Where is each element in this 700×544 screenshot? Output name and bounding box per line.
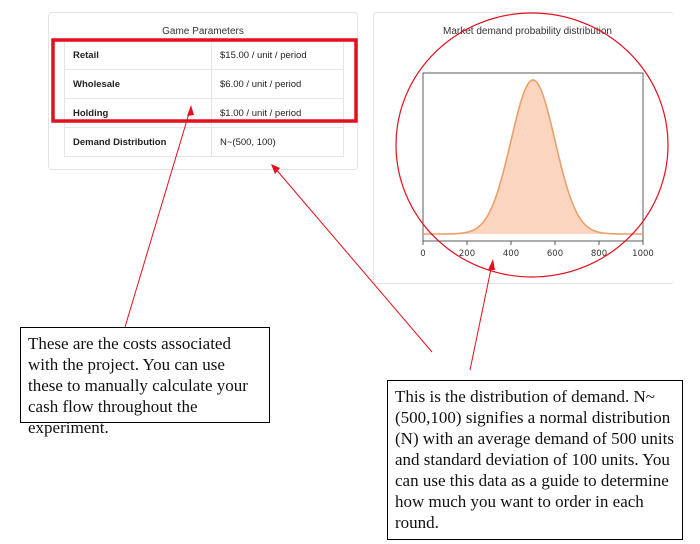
param-value: $15.00 / unit / period — [211, 41, 344, 70]
x-tick-label: 200 — [459, 249, 475, 259]
table-row: Demand Distribution N~(500, 100) — [64, 127, 344, 157]
demand-chart-panel: Market demand probability distribution 0… — [373, 12, 674, 284]
arrowhead — [187, 105, 194, 116]
plot-frame — [422, 72, 644, 242]
arrowhead — [488, 259, 495, 270]
demand-chart: 0 200 400 600 800 1000 — [420, 72, 654, 259]
arrow-to-chart — [469, 263, 493, 371]
arrow-to-costs — [124, 109, 191, 328]
arrow-to-demand-distribution — [273, 166, 433, 353]
distribution-line — [423, 79, 643, 235]
x-tick-label: 800 — [591, 249, 607, 259]
param-label: Demand Distribution — [64, 127, 212, 157]
x-tick-label: 1000 — [632, 249, 654, 259]
highlight-ellipse — [395, 12, 669, 278]
param-value: N~(500, 100) — [211, 127, 344, 157]
x-tick-label: 400 — [503, 249, 519, 259]
param-label: Wholesale — [64, 69, 212, 99]
x-tick-label: 0 — [420, 249, 425, 259]
x-tick-label: 600 — [547, 249, 563, 259]
costs-callout: These are the costs associated with the … — [20, 327, 270, 437]
chart-title: Market demand probability distribution — [443, 26, 612, 37]
table-row: Wholesale $6.00 / unit / period — [64, 69, 344, 99]
distribution-area — [423, 80, 643, 234]
param-label: Retail — [64, 41, 212, 70]
highlight-box — [51, 38, 358, 123]
parameters-table: Retail $15.00 / unit / period Wholesale … — [64, 41, 344, 157]
demand-callout: This is the distribution of demand. N~ (… — [387, 380, 683, 540]
panel-title: Game Parameters — [162, 26, 244, 37]
param-value: $6.00 / unit / period — [211, 69, 344, 99]
arrowhead — [271, 164, 280, 174]
table-row: Retail $15.00 / unit / period — [64, 41, 344, 70]
